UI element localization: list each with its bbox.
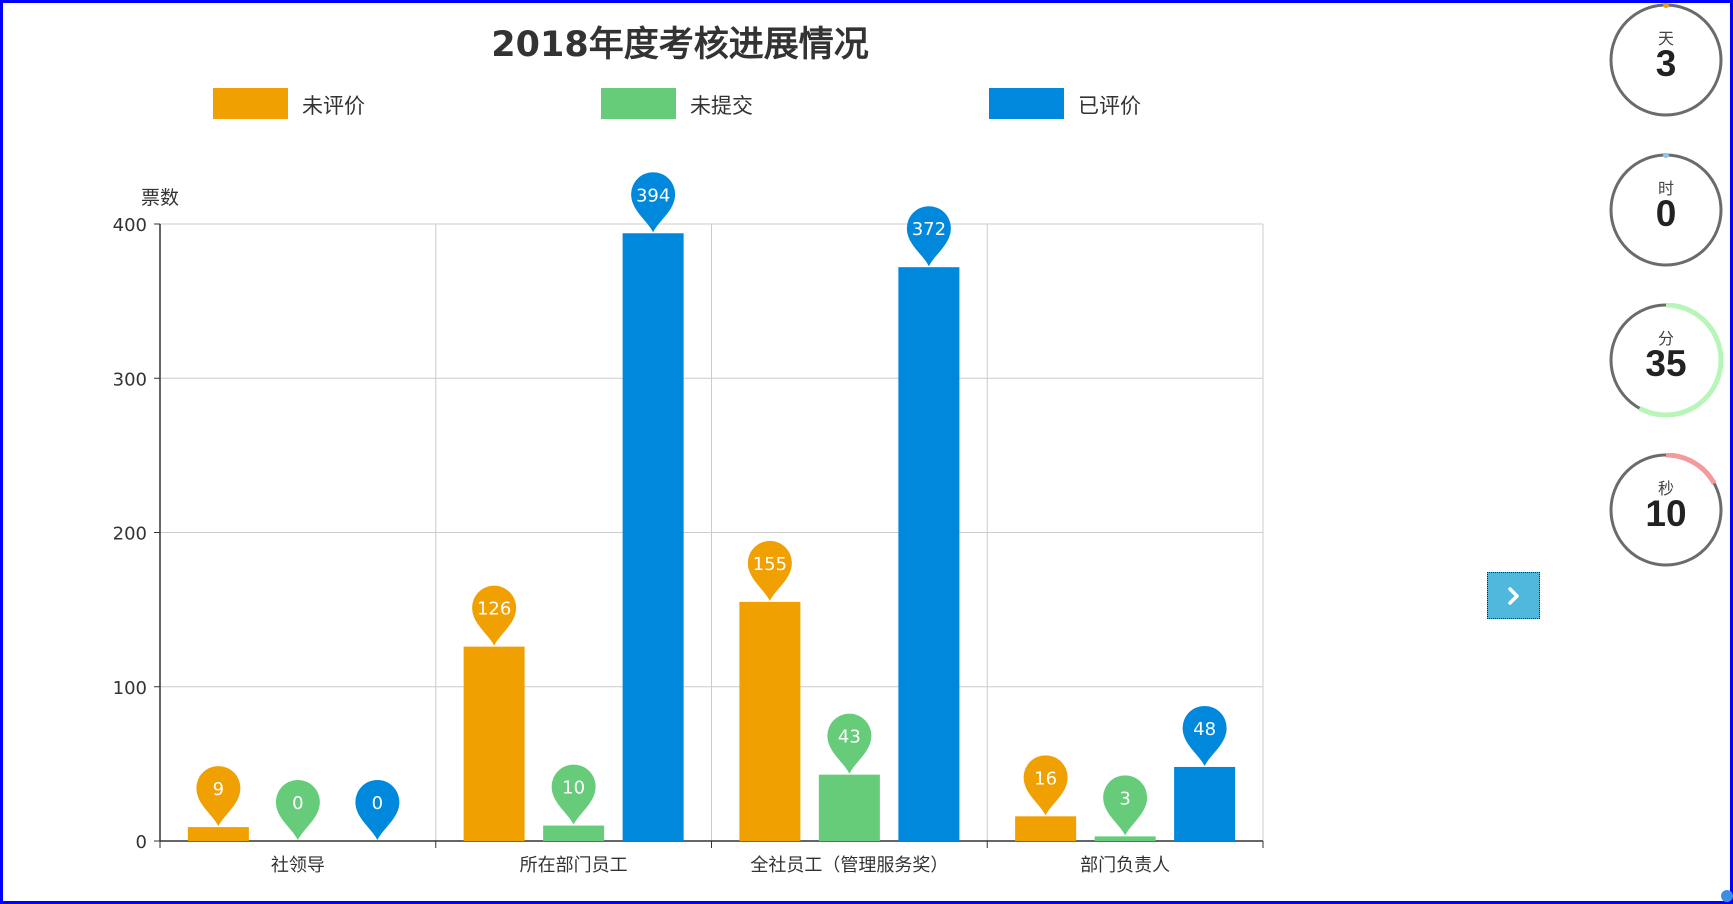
data-label: 43 bbox=[838, 727, 861, 748]
legend-swatch-unsubmitted bbox=[601, 88, 676, 119]
countdown-days: 天 3 bbox=[1609, 3, 1723, 117]
data-pin-marker bbox=[196, 766, 241, 827]
bar[interactable] bbox=[622, 233, 684, 841]
legend-swatch-rated bbox=[989, 88, 1064, 119]
countdown-unit-hours: 时 bbox=[1657, 179, 1674, 198]
data-pin-marker bbox=[1023, 755, 1068, 816]
countdown-unit-minutes: 分 bbox=[1657, 329, 1674, 348]
data-pin-marker bbox=[355, 780, 400, 840]
data-label: 372 bbox=[912, 219, 946, 240]
countdown-seconds: 秒 10 bbox=[1609, 453, 1723, 567]
countdown-unit-days: 天 bbox=[1657, 29, 1674, 48]
countdown-ring-progress bbox=[1665, 453, 1717, 485]
data-label: 0 bbox=[292, 793, 303, 814]
data-pin-marker bbox=[631, 172, 676, 233]
data-label: 10 bbox=[562, 778, 585, 799]
bar[interactable] bbox=[1174, 766, 1236, 841]
data-label: 394 bbox=[636, 185, 670, 206]
countdown-ring-progress bbox=[1638, 303, 1723, 417]
countdown-unit-seconds: 秒 bbox=[1657, 479, 1674, 498]
data-pin-marker bbox=[1103, 775, 1148, 836]
chevron-right-icon bbox=[1508, 587, 1519, 605]
y-axis-label: 票数 bbox=[141, 187, 179, 209]
y-tick-label: 300 bbox=[113, 369, 147, 390]
data-pin-marker bbox=[551, 764, 596, 825]
next-button[interactable] bbox=[1487, 572, 1540, 619]
countdown-value-days: 3 bbox=[1655, 43, 1677, 84]
data-label: 0 bbox=[372, 793, 383, 814]
y-tick-label: 0 bbox=[136, 832, 147, 853]
countdown-value-seconds: 10 bbox=[1645, 493, 1687, 534]
data-label: 48 bbox=[1193, 719, 1216, 740]
legend-label-rated: 已评价 bbox=[1078, 94, 1141, 118]
data-pin-marker bbox=[1182, 705, 1227, 766]
countdown-value-hours: 0 bbox=[1655, 193, 1677, 234]
data-label: 16 bbox=[1034, 768, 1057, 789]
bar[interactable] bbox=[463, 646, 525, 841]
countdown-value-minutes: 35 bbox=[1645, 343, 1687, 384]
countdown-ring bbox=[1609, 3, 1723, 117]
bar[interactable] bbox=[1015, 816, 1077, 841]
bar[interactable] bbox=[739, 601, 801, 841]
x-tick-label: 部门负责人 bbox=[1080, 855, 1170, 876]
data-pin-marker bbox=[827, 713, 872, 774]
data-pin-marker bbox=[747, 540, 792, 601]
legend-label-unsubmitted: 未提交 bbox=[690, 94, 753, 118]
countdown-ring-marker bbox=[1663, 3, 1669, 8]
bar[interactable] bbox=[1094, 836, 1156, 841]
data-pin-marker bbox=[275, 780, 320, 840]
bar[interactable] bbox=[818, 774, 880, 841]
legend-swatch-unrated bbox=[213, 88, 288, 119]
bar[interactable] bbox=[187, 827, 249, 841]
chart-title: 2018年度考核进展情况 bbox=[491, 25, 869, 65]
countdown-ring bbox=[1609, 153, 1723, 267]
data-label: 3 bbox=[1119, 788, 1130, 809]
data-pin-marker bbox=[906, 206, 951, 267]
countdown-minutes: 分 35 bbox=[1609, 303, 1723, 417]
y-tick-label: 200 bbox=[113, 524, 147, 545]
bar[interactable] bbox=[898, 267, 960, 841]
countdown-hours: 时 0 bbox=[1609, 153, 1723, 267]
data-label: 9 bbox=[213, 779, 224, 800]
legend-label-unrated: 未评价 bbox=[302, 94, 365, 118]
countdown-ring bbox=[1609, 303, 1723, 417]
y-tick-label: 100 bbox=[113, 678, 147, 699]
x-tick-label: 所在部门员工 bbox=[520, 855, 628, 876]
x-tick-label: 全社员工（管理服务奖） bbox=[750, 855, 948, 876]
x-tick-label: 社领导 bbox=[271, 855, 325, 876]
y-tick-label: 400 bbox=[113, 215, 147, 236]
data-pin-marker bbox=[472, 585, 517, 646]
data-label: 126 bbox=[477, 599, 511, 620]
countdown-ring-marker bbox=[1663, 153, 1669, 158]
resize-handle[interactable] bbox=[1721, 890, 1733, 902]
bar[interactable] bbox=[543, 825, 605, 841]
countdown-ring bbox=[1609, 453, 1723, 567]
data-label: 155 bbox=[753, 554, 787, 575]
